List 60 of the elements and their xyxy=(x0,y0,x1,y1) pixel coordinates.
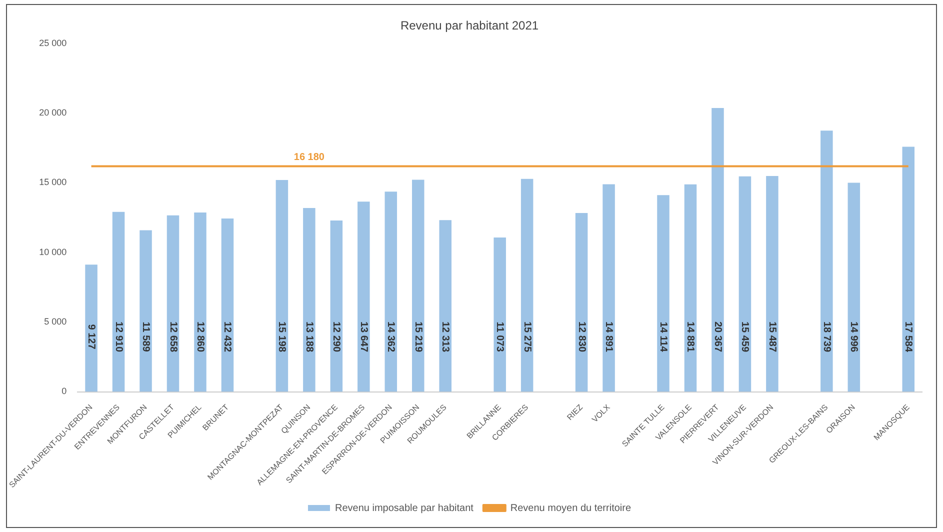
bar xyxy=(194,212,206,392)
bar xyxy=(902,146,915,392)
bar xyxy=(738,176,752,392)
y-tick-label: 5 000 xyxy=(44,316,67,327)
bar xyxy=(221,218,234,392)
data-label: 11 073 xyxy=(494,322,506,352)
data-label: 11 589 xyxy=(140,322,152,352)
y-tick-label: 20 000 xyxy=(39,108,67,118)
bar xyxy=(439,220,452,392)
data-label: 15 487 xyxy=(766,321,778,352)
bar xyxy=(520,178,534,392)
bar xyxy=(848,182,860,392)
y-tick-label: 0 xyxy=(62,386,67,396)
data-label: 12 313 xyxy=(440,321,451,352)
bar xyxy=(412,180,424,392)
data-label: 17 584 xyxy=(902,321,914,352)
data-label: 15 198 xyxy=(276,321,288,352)
data-label: 12 860 xyxy=(194,321,206,352)
bar xyxy=(85,264,98,392)
y-tick-label: 25 000 xyxy=(39,38,67,48)
data-label: 15 459 xyxy=(739,321,750,352)
data-label: 12 910 xyxy=(112,321,124,352)
data-label: 15 275 xyxy=(521,321,532,352)
data-label: 14 362 xyxy=(385,321,396,352)
data-label: 15 219 xyxy=(412,321,424,352)
bar xyxy=(766,176,778,392)
bar xyxy=(602,184,615,392)
bar xyxy=(166,215,180,392)
bar xyxy=(112,212,125,392)
bar xyxy=(330,220,343,392)
bar xyxy=(657,195,670,392)
bar xyxy=(684,184,697,392)
data-label: 12 290 xyxy=(330,321,342,352)
data-label: 12 830 xyxy=(576,321,587,352)
y-tick-label: 15 000 xyxy=(39,177,67,188)
bar xyxy=(303,208,316,392)
bar xyxy=(358,202,370,392)
data-label: 20 367 xyxy=(712,321,723,352)
y-tick-label: 10 000 xyxy=(39,246,67,257)
bar xyxy=(820,130,833,392)
data-label: 14 881 xyxy=(684,321,696,352)
data-label: 12 658 xyxy=(167,321,178,352)
bar xyxy=(712,108,724,392)
bar xyxy=(276,180,288,392)
legend-label: Revenu imposable par habitant xyxy=(334,502,474,514)
data-label: 14 114 xyxy=(658,322,669,352)
data-label: 18 739 xyxy=(820,321,832,352)
bar xyxy=(140,230,152,392)
data-label: 13 188 xyxy=(303,321,314,352)
data-label: 16 180 xyxy=(294,152,325,164)
legend-label: Revenu moyen du territoire xyxy=(510,502,632,514)
data-label: 13 647 xyxy=(358,321,369,352)
chart-title: Revenu par habitant 2021 xyxy=(400,18,539,33)
bar xyxy=(384,192,398,392)
data-label: 12 432 xyxy=(222,321,233,352)
data-label: 14 891 xyxy=(603,321,614,352)
bar xyxy=(494,237,506,392)
data-label: 9 127 xyxy=(86,324,97,350)
bar xyxy=(575,212,588,392)
data-label: 14 996 xyxy=(848,321,860,352)
